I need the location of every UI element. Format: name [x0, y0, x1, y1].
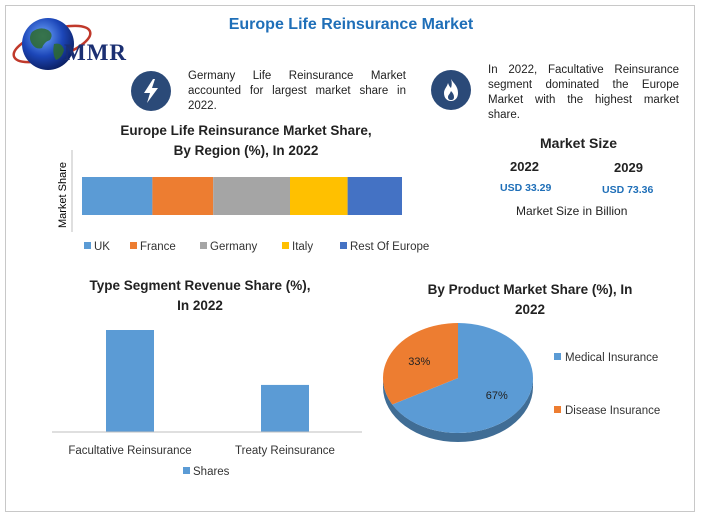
- bar-segment-rest-of-europe: [347, 177, 402, 215]
- legend-swatch-medical-insurance: [554, 353, 561, 360]
- bar-treaty-reinsurance: [261, 384, 309, 432]
- market-size-year-2029: 2029: [614, 160, 643, 175]
- legend-label-uk: UK: [94, 241, 110, 253]
- legend-swatch-rest-of-europe: [340, 242, 347, 249]
- product-chart-title: By Product Market Share (%), In 2022: [400, 280, 660, 320]
- region-chart-title: Europe Life Reinsurance Market Share, By…: [96, 121, 396, 161]
- legend-swatch-italy: [282, 242, 289, 249]
- legend-label-germany: Germany: [210, 241, 258, 253]
- market-size-year-2022: 2022: [510, 159, 539, 174]
- product-chart-title-line1: By Product Market Share (%), In: [427, 282, 633, 297]
- type-chart-title-line2: In 2022: [177, 298, 223, 313]
- x-tick-treaty-reinsurance: Treaty Reinsurance: [235, 445, 335, 457]
- region-chart-title-line1: Europe Life Reinsurance Market Share,: [120, 123, 372, 138]
- data-label-medical-insurance: 67%: [486, 390, 508, 402]
- legend-swatch-germany: [200, 242, 207, 249]
- y-axis-label: Market Share: [57, 162, 69, 228]
- product-chart-title-line2: 2022: [514, 302, 546, 317]
- legend-swatch-uk: [84, 242, 91, 249]
- market-size-value-2022: USD 33.29: [500, 182, 552, 194]
- legend-label-medical-insurance: Medical Insurance: [565, 352, 658, 364]
- legend-label-italy: Italy: [292, 241, 313, 253]
- legend-swatch-shares: [183, 467, 190, 474]
- bar-facultative-reinsurance: [106, 330, 154, 432]
- market-size-value-2029: USD 73.36: [602, 184, 654, 196]
- market-size-note: Market Size in Billion: [516, 204, 628, 218]
- legend-swatch-france: [130, 242, 137, 249]
- market-size-title: Market Size: [540, 135, 618, 151]
- product-pie-chart: 67% 33% Medical Insurance Disease Insurance: [383, 323, 660, 442]
- type-chart-title: Type Segment Revenue Share (%), In 2022: [60, 276, 340, 316]
- pie-slice-medical-insurance: [392, 323, 533, 433]
- type-segment-chart: Facultative Reinsurance Treaty Reinsuranc…: [52, 330, 362, 478]
- bar-segment-italy: [290, 177, 348, 215]
- legend-label-shares: Shares: [193, 466, 230, 478]
- pie-slice-disease-insurance: [383, 323, 458, 405]
- bar-segment-uk: [82, 177, 153, 215]
- legend-label-france: France: [140, 241, 176, 253]
- bar-segment-germany: [213, 177, 290, 215]
- legend-label-rest-of-europe: Rest Of Europe: [350, 241, 429, 253]
- region-stacked-chart: Market Share UK France Germany Italy Rest Of …: [57, 150, 429, 253]
- logo-text: MMR: [64, 40, 128, 65]
- legend-label-disease-insurance: Disease Insurance: [565, 405, 660, 417]
- pie-side-wall: [383, 378, 533, 442]
- x-tick-facultative-reinsurance: Facultative Reinsurance: [68, 445, 191, 457]
- legend-swatch-disease-insurance: [554, 406, 561, 413]
- mmr-logo: [10, 14, 150, 76]
- type-chart-title-line1: Type Segment Revenue Share (%),: [89, 278, 311, 293]
- flame-icon: [431, 70, 471, 110]
- page-title: Europe Life Reinsurance Market: [228, 16, 474, 33]
- globe-icon: [12, 18, 92, 70]
- bar-segment-france: [152, 177, 214, 215]
- region-chart-title-line2: By Region (%), In 2022: [173, 143, 319, 158]
- lightning-icon: [131, 71, 171, 111]
- info-right-text: In 2022, Facultative Reinsurance segment…: [488, 64, 679, 121]
- data-label-disease-insurance: 33%: [408, 356, 430, 368]
- infographic-frame: [5, 5, 695, 512]
- info-left-text: Germany Life Reinsurance Market accounte…: [188, 70, 406, 112]
